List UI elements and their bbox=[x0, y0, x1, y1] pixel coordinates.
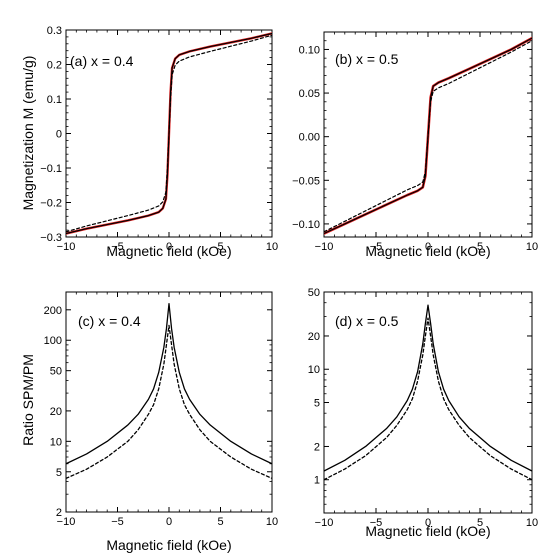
y-tick-label: 20 bbox=[308, 331, 320, 343]
y-tick-label: −0.10 bbox=[292, 219, 320, 231]
y-tick-label: 5 bbox=[314, 398, 320, 410]
y-tick-label: 200 bbox=[44, 305, 62, 317]
panel-label: (b) x = 0.5 bbox=[335, 51, 399, 67]
y-tick-label: 0 bbox=[56, 129, 62, 141]
y-axis-label: Magnetization M (emu/g) bbox=[20, 56, 36, 211]
y-tick-label: 10 bbox=[308, 364, 320, 376]
x-tick-label: −5 bbox=[111, 241, 124, 253]
x-tick-label: 5 bbox=[217, 241, 223, 253]
series-line-2-dashed bbox=[66, 324, 272, 480]
x-axis-label: Magnetic field (kOe) bbox=[365, 243, 490, 259]
x-tick-label: −10 bbox=[315, 241, 334, 253]
x-tick-label: 5 bbox=[477, 517, 483, 529]
series-line-3-dashed bbox=[66, 34, 272, 233]
x-tick-label: 0 bbox=[166, 516, 172, 528]
series-line-2-dashed bbox=[324, 317, 532, 481]
y-tick-label: 0.1 bbox=[47, 94, 62, 106]
y-tick-label: 0.2 bbox=[47, 60, 62, 72]
x-tick-label: 10 bbox=[266, 241, 278, 253]
y-tick-label: 100 bbox=[44, 335, 62, 347]
chart-panel-1: −10 −5 0 5 10 −0.3 −0.2 −0.1 0 0.1 0.2 0.3 (a) x = 0… bbox=[20, 25, 278, 259]
x-tick-label: 0 bbox=[425, 241, 431, 253]
y-tick-label: 0.3 bbox=[47, 25, 62, 37]
x-tick-label: −10 bbox=[57, 241, 76, 253]
chart-panel-4: −10 −5 0 5 10 1 2 5 10 20 50 (d) x = 0.5 Magnetic fi… bbox=[308, 287, 538, 539]
panel-label: (a) x = 0.4 bbox=[70, 53, 134, 69]
series-line-1-solid bbox=[324, 304, 532, 472]
x-tick-label: 10 bbox=[526, 241, 538, 253]
y-tick-label: 0.00 bbox=[299, 132, 320, 144]
x-tick-label: −5 bbox=[111, 516, 124, 528]
y-axis-label: Ratio SPM/PM bbox=[20, 354, 36, 446]
x-tick-label: 5 bbox=[217, 516, 223, 528]
x-tick-label: 10 bbox=[526, 517, 538, 529]
x-axis-label: Magnetic field (kOe) bbox=[106, 537, 231, 553]
y-tick-label: −0.1 bbox=[40, 163, 62, 175]
panel-label: (c) x = 0.4 bbox=[78, 313, 141, 329]
x-tick-label: 5 bbox=[477, 241, 483, 253]
x-tick-label: 0 bbox=[166, 241, 172, 253]
series-line-3-dashed bbox=[324, 40, 532, 233]
x-tick-label: −5 bbox=[370, 517, 383, 529]
y-tick-label: −0.3 bbox=[40, 232, 62, 244]
x-tick-label: −10 bbox=[57, 516, 76, 528]
x-tick-label: 0 bbox=[425, 517, 431, 529]
y-tick-label: 0.05 bbox=[299, 88, 320, 100]
y-tick-label: 20 bbox=[50, 406, 62, 418]
y-tick-label: −0.05 bbox=[292, 175, 320, 187]
y-tick-label: 2 bbox=[314, 441, 320, 453]
y-tick-label: −0.2 bbox=[40, 198, 62, 210]
y-tick-label: 10 bbox=[50, 436, 62, 448]
series-line-1-solid bbox=[66, 303, 272, 465]
y-tick-label: 5 bbox=[56, 467, 62, 479]
y-tick-label: 1 bbox=[314, 475, 320, 487]
x-axis-label: Magnetic field (kOe) bbox=[365, 523, 490, 539]
x-tick-label: 10 bbox=[266, 516, 278, 528]
y-tick-label: 2 bbox=[56, 507, 62, 519]
x-tick-label: −10 bbox=[315, 517, 334, 529]
x-tick-label: −5 bbox=[370, 241, 383, 253]
y-tick-label: 0.10 bbox=[299, 44, 320, 56]
y-tick-label: 50 bbox=[50, 366, 62, 378]
y-tick-label: 50 bbox=[308, 287, 320, 299]
chart-panel-3: −10 −5 0 5 10 2 5 10 20 50 100 200 (c) x = 0.4 Magnet… bbox=[20, 291, 278, 553]
chart-panel-2: −10 −5 0 5 10 −0.10 −0.05 0.00 0.05 0.10 (b) x = 0… bbox=[292, 31, 538, 259]
panel-label: (d) x = 0.5 bbox=[335, 313, 399, 329]
x-axis-label: Magnetic field (kOe) bbox=[106, 243, 231, 259]
